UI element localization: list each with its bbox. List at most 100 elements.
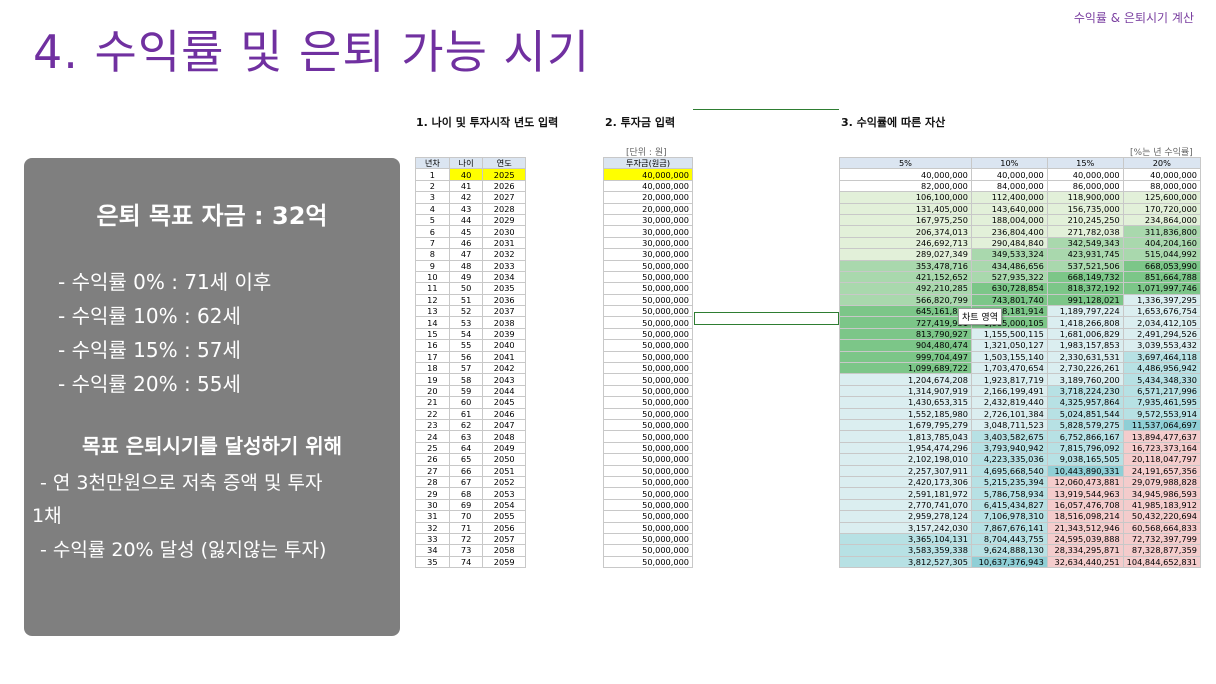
table-cell[interactable]: 18,516,098,214 (1046, 510, 1124, 523)
table-cell[interactable]: 2,420,173,306 (839, 475, 972, 489)
table-cell[interactable]: 106,100,000 (839, 191, 972, 204)
table-cell[interactable]: 1,189,797,224 (1046, 305, 1124, 318)
table-cell[interactable]: 1,155,500,115 (970, 327, 1048, 341)
table-cell[interactable]: 30,000,000 (603, 248, 693, 261)
table-cell[interactable]: 73 (448, 544, 484, 557)
table-cell[interactable]: 2045 (482, 396, 526, 409)
table-cell[interactable]: 11 (415, 282, 450, 295)
table-cell[interactable]: 515,044,992 (1122, 248, 1202, 261)
table-cell[interactable]: 2,257,307,911 (839, 464, 972, 477)
table-cell[interactable]: 118,900,000 (1046, 191, 1124, 204)
table-cell[interactable]: 70 (448, 510, 484, 523)
table-cell[interactable]: 2,730,226,261 (1046, 362, 1124, 375)
table-cell[interactable]: 851,664,788 (1122, 270, 1202, 284)
table-cell[interactable]: 50,432,220,694 (1122, 510, 1202, 523)
table-cell[interactable]: 2,491,294,526 (1122, 327, 1202, 341)
table-cell[interactable]: 82,000,000 (839, 179, 972, 193)
table-cell[interactable]: 45 (448, 225, 484, 238)
table-cell[interactable]: 50,000,000 (603, 532, 693, 546)
table-cell[interactable]: 59 (448, 384, 484, 398)
table-cell[interactable]: 50,000,000 (603, 544, 693, 557)
table-cell[interactable]: 2029 (482, 213, 526, 227)
table-cell[interactable]: 21 (415, 396, 450, 409)
table-cell[interactable]: 2043 (482, 373, 526, 386)
table-cell[interactable]: 537,521,506 (1046, 259, 1124, 272)
table-cell[interactable]: 29 (415, 487, 450, 500)
table-cell[interactable]: 4,325,957,864 (1046, 396, 1124, 409)
table-cell[interactable]: 50,000,000 (603, 510, 693, 523)
table-cell[interactable]: 34,945,986,593 (1122, 487, 1202, 500)
table-cell[interactable]: 131,405,000 (839, 202, 972, 215)
table-cell[interactable]: 50,000,000 (603, 521, 693, 534)
table-cell[interactable]: 50,000,000 (603, 441, 693, 455)
table-cell[interactable]: 2032 (482, 248, 526, 261)
table-cell[interactable]: 16 (415, 339, 450, 352)
table-cell[interactable]: 566,820,799 (839, 293, 972, 307)
table-cell[interactable]: 143,640,000 (970, 202, 1048, 215)
table-cell[interactable]: 3,189,760,200 (1046, 373, 1124, 386)
table-cell[interactable]: 2,726,101,384 (970, 407, 1048, 421)
table-cell[interactable]: 68 (448, 487, 484, 500)
table-cell[interactable]: 2048 (482, 430, 526, 443)
table-cell[interactable]: 12,060,473,881 (1046, 475, 1124, 489)
table-cell[interactable]: 156,735,000 (1046, 202, 1124, 215)
table-cell[interactable]: 86,000,000 (1046, 179, 1124, 193)
table-cell[interactable]: 50,000,000 (603, 305, 693, 318)
table-cell[interactable]: 2051 (482, 464, 526, 477)
table-cell[interactable]: 60 (448, 396, 484, 409)
table-cell[interactable]: 1,954,474,296 (839, 441, 972, 455)
table-cell[interactable]: 7,815,796,092 (1046, 441, 1124, 455)
table-cell[interactable]: 19 (415, 373, 450, 386)
table-cell[interactable]: 271,782,038 (1046, 225, 1124, 238)
table-cell[interactable]: 2,770,741,070 (839, 498, 972, 512)
table-cell[interactable]: 20,118,047,797 (1122, 453, 1202, 466)
table-cell[interactable]: 16,057,476,708 (1046, 498, 1124, 512)
table-cell[interactable]: 11,537,064,697 (1122, 418, 1202, 432)
table-cell[interactable]: 1,653,676,754 (1122, 305, 1202, 318)
table-cell[interactable]: 1 (415, 168, 450, 181)
table-cell[interactable]: 104,844,652,831 (1122, 555, 1202, 569)
table-cell[interactable]: 67 (448, 475, 484, 489)
table-cell[interactable]: 3,157,242,030 (839, 521, 972, 534)
table-cell[interactable]: 2054 (482, 498, 526, 512)
table-cell[interactable]: 30,000,000 (603, 236, 693, 250)
table-cell[interactable]: 1,099,689,722 (839, 362, 972, 375)
table-cell[interactable]: 50,000,000 (603, 464, 693, 477)
table-cell[interactable]: 5,828,579,275 (1046, 418, 1124, 432)
table-cell[interactable]: 9,572,553,914 (1122, 407, 1202, 421)
table-cell[interactable]: 2050 (482, 453, 526, 466)
table-cell[interactable]: 21,343,512,946 (1046, 521, 1124, 534)
table-cell[interactable]: 72 (448, 532, 484, 546)
table-cell[interactable]: 53 (448, 316, 484, 329)
table-cell[interactable]: 3 (415, 191, 450, 204)
table-cell[interactable]: 3,039,553,432 (1122, 339, 1202, 352)
table-cell[interactable]: 7 (415, 236, 450, 250)
table-cell[interactable]: 2035 (482, 282, 526, 295)
table-cell[interactable]: 1,204,674,208 (839, 373, 972, 386)
table-cell[interactable]: 50,000,000 (603, 259, 693, 272)
table-cell[interactable]: 5,786,758,934 (970, 487, 1048, 500)
table-cell[interactable]: 1,503,155,140 (970, 350, 1048, 364)
table-cell[interactable]: 35 (415, 555, 450, 569)
table-cell[interactable]: 170,720,000 (1122, 202, 1202, 215)
table-cell[interactable]: 61 (448, 407, 484, 421)
table-cell[interactable]: 8,704,443,755 (970, 532, 1048, 546)
table-cell[interactable]: 4 (415, 202, 450, 215)
table-cell[interactable]: 50,000,000 (603, 555, 693, 569)
table-cell[interactable]: 25 (415, 441, 450, 455)
table-cell[interactable]: 24,191,657,356 (1122, 464, 1202, 477)
table-cell[interactable]: 6,415,434,827 (970, 498, 1048, 512)
table-cell[interactable]: 26 (415, 453, 450, 466)
table-cell[interactable]: 2,959,278,124 (839, 510, 972, 523)
table-cell[interactable]: 1,071,997,746 (1122, 282, 1202, 295)
table-cell[interactable]: 1,321,050,127 (970, 339, 1048, 352)
table-cell[interactable]: 668,149,732 (1046, 270, 1124, 284)
table-cell[interactable]: 4,695,668,540 (970, 464, 1048, 477)
table-cell[interactable]: 1,679,795,279 (839, 418, 972, 432)
table-cell[interactable]: 50,000,000 (603, 384, 693, 398)
table-cell[interactable]: 20,000,000 (603, 202, 693, 215)
table-cell[interactable]: 3,697,464,118 (1122, 350, 1202, 364)
table-cell[interactable]: 167,975,250 (839, 213, 972, 227)
table-cell[interactable]: 1,983,157,853 (1046, 339, 1124, 352)
table-cell[interactable]: 210,245,250 (1046, 213, 1124, 227)
